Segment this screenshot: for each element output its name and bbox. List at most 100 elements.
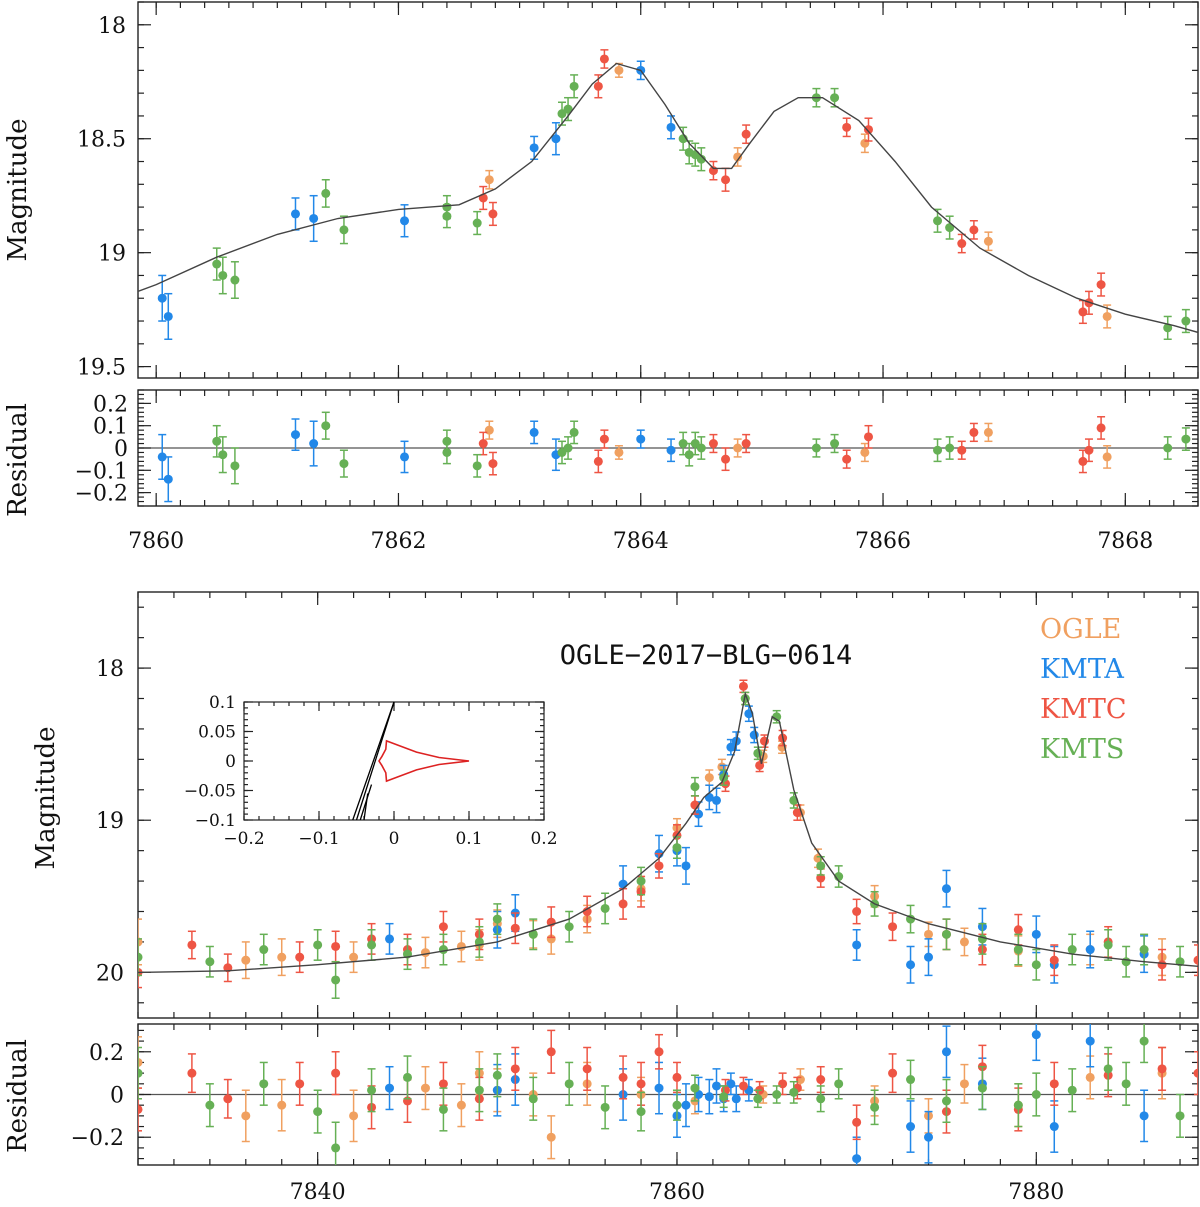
bottom-magnitude-panel: 18 19 20 <box>96 591 1199 1019</box>
bottom-residual-point-kmta <box>654 1083 664 1093</box>
bottom-magnitude-point-kmtc <box>295 952 305 962</box>
bottom-magnitude-point-kmta <box>941 884 951 894</box>
top-magnitude-point-kmtc <box>599 54 609 64</box>
bottom-residual-point-kmts <box>138 1068 143 1078</box>
bottom-residual-point-kmts <box>474 1085 484 1095</box>
top-magnitude-point-kmta <box>157 293 167 303</box>
top-residual-ytick-label: 0.2 <box>93 392 128 417</box>
bottom-residual-point-kmtc <box>295 1079 305 1089</box>
bottom-magnitude-point-kmts <box>313 940 323 950</box>
bottom-magnitude-point-kmts <box>600 903 610 913</box>
top-magnitude-point-kmta <box>666 122 676 132</box>
inset-xtick-label: −0.1 <box>298 829 339 849</box>
bottom-magnitude-point-kmta <box>681 861 691 871</box>
top-magnitude-point-kmts <box>830 93 840 103</box>
bottom-residual-point-kmtc <box>582 1064 592 1074</box>
top-magnitude-point-kmtc <box>842 122 852 132</box>
bottom-residual-point-kmts <box>600 1102 610 1112</box>
top-residual-point-kmtc <box>488 459 498 469</box>
bottom-residual-point-ogle <box>349 1111 359 1121</box>
bottom-residual-point-kmta <box>731 1094 741 1104</box>
top-residual-point-kmts <box>218 450 228 460</box>
bottom-residual-point-kmts <box>789 1087 799 1097</box>
top-magnitude-point-ogle <box>614 65 624 75</box>
bottom-magnitude-point-kmts <box>1067 945 1077 955</box>
bottom-residual-point-kmtc <box>187 1068 197 1078</box>
top-residual-ytick-label: 0.1 <box>93 415 128 440</box>
top-magnitude-point-kmts <box>321 188 331 198</box>
bottom-magnitude-point-kmts <box>753 748 763 758</box>
bottom-magnitude-point-kmts <box>205 957 215 967</box>
top-magnitude-point-kmtc <box>969 225 979 235</box>
bottom-residual-point-kmtc <box>1049 1079 1059 1089</box>
bottom-residual-point-kmta <box>906 1122 916 1132</box>
top-residual-ytick-label: 0 <box>114 437 128 462</box>
top-magnitude-point-kmtc <box>863 125 873 135</box>
bottom-magnitude-point-ogle <box>924 929 934 939</box>
legend-kmts: KMTS <box>1040 734 1124 765</box>
top-magnitude-point-kmtc <box>741 129 751 139</box>
top-magnitude-ytick-label: 18 <box>98 14 126 39</box>
top-magnitude-point-kmts <box>563 104 573 114</box>
bottom-residual-point-kmts <box>402 1072 412 1082</box>
inset-xtick-label: 0 <box>389 829 400 849</box>
bottom-magnitude-point-kmts <box>1013 945 1023 955</box>
bottom-residual-point-kmts <box>1121 1079 1131 1089</box>
top-residual-point-kmts <box>339 459 349 469</box>
inset-ytick-label: 0.1 <box>209 693 236 713</box>
bottom-residual-ylabel: Residual <box>3 1039 33 1153</box>
top-residual-point-kmts <box>696 443 706 453</box>
legend-kmtc: KMTC <box>1040 694 1126 725</box>
bottom-residual-point-kmts <box>672 1100 682 1110</box>
top-magnitude-point-kmta <box>551 134 561 144</box>
bottom-residual-point-kmta <box>1049 1122 1059 1132</box>
bottom-residual-point-kmtc <box>778 1079 788 1089</box>
bottom-residual-point-ogle <box>241 1111 251 1121</box>
bottom-magnitude-point-kmta <box>906 960 916 970</box>
top-residual-point-kmts <box>945 443 955 453</box>
bottom-magnitude-ytick-label: 19 <box>96 809 124 834</box>
top-magnitude-point-kmtc <box>593 81 603 91</box>
top-residual-point-ogle <box>484 425 494 435</box>
bottom-residual-point-kmts <box>1067 1085 1077 1095</box>
bottom-magnitude-point-kmts <box>941 929 951 939</box>
bottom-residual-point-kmta <box>941 1047 951 1057</box>
top-residual-point-kmts <box>569 427 579 437</box>
top-residual-point-kmtc <box>721 454 731 464</box>
bottom-magnitude-point-kmts <box>259 945 269 955</box>
bottom-residual-xtick-label: 7880 <box>1008 1180 1064 1205</box>
top-magnitude-point-kmta <box>163 311 173 321</box>
bottom-magnitude-point-kmts <box>331 975 341 985</box>
bottom-magnitude-point-kmta <box>924 952 934 962</box>
bottom-residual-point-kmta <box>385 1083 395 1093</box>
top-magnitude-point-ogle <box>983 236 993 246</box>
bottom-residual-point-kmts <box>719 1092 729 1102</box>
top-magnitude-point-kmts <box>339 225 349 235</box>
top-residual-point-kmta <box>529 427 539 437</box>
top-residual-point-kmtc <box>1096 423 1106 433</box>
top-residual-ytick-label: −0.2 <box>75 482 128 507</box>
top-magnitude-point-kmtc <box>721 175 731 185</box>
top-residual-point-kmtc <box>599 434 609 444</box>
bottom-magnitude-point-kmtc <box>888 922 898 932</box>
bottom-residual-point-kmts <box>690 1083 700 1093</box>
top-residual-point-kmts <box>1181 434 1191 444</box>
bottom-magnitude-point-kmts <box>492 914 502 924</box>
bottom-residual-point-kmts <box>870 1102 880 1112</box>
top-residual-point-kmta <box>666 445 676 455</box>
bottom-magnitude-point-kmta <box>385 934 395 944</box>
top-magnitude-point-kmta <box>400 216 410 226</box>
top-residual-point-kmts <box>321 421 331 431</box>
bottom-magnitude-point-kmtc <box>1013 925 1023 935</box>
top-magnitude-point-kmts <box>696 154 706 164</box>
top-residual-point-kmts <box>933 445 943 455</box>
top-residual-point-ogle <box>983 427 993 437</box>
top-magnitude-point-kmts <box>933 216 943 226</box>
bottom-residual-point-kmts <box>1013 1100 1023 1110</box>
top-residual-point-kmts <box>684 450 694 460</box>
bottom-residual-xtick-label: 7840 <box>290 1180 346 1205</box>
bottom-magnitude-point-kmts <box>138 952 143 962</box>
bottom-residual-point-kmta <box>681 1100 691 1110</box>
bottom-magnitude-point-kmtc <box>1193 955 1198 965</box>
inset-source-trajectory <box>363 793 369 821</box>
